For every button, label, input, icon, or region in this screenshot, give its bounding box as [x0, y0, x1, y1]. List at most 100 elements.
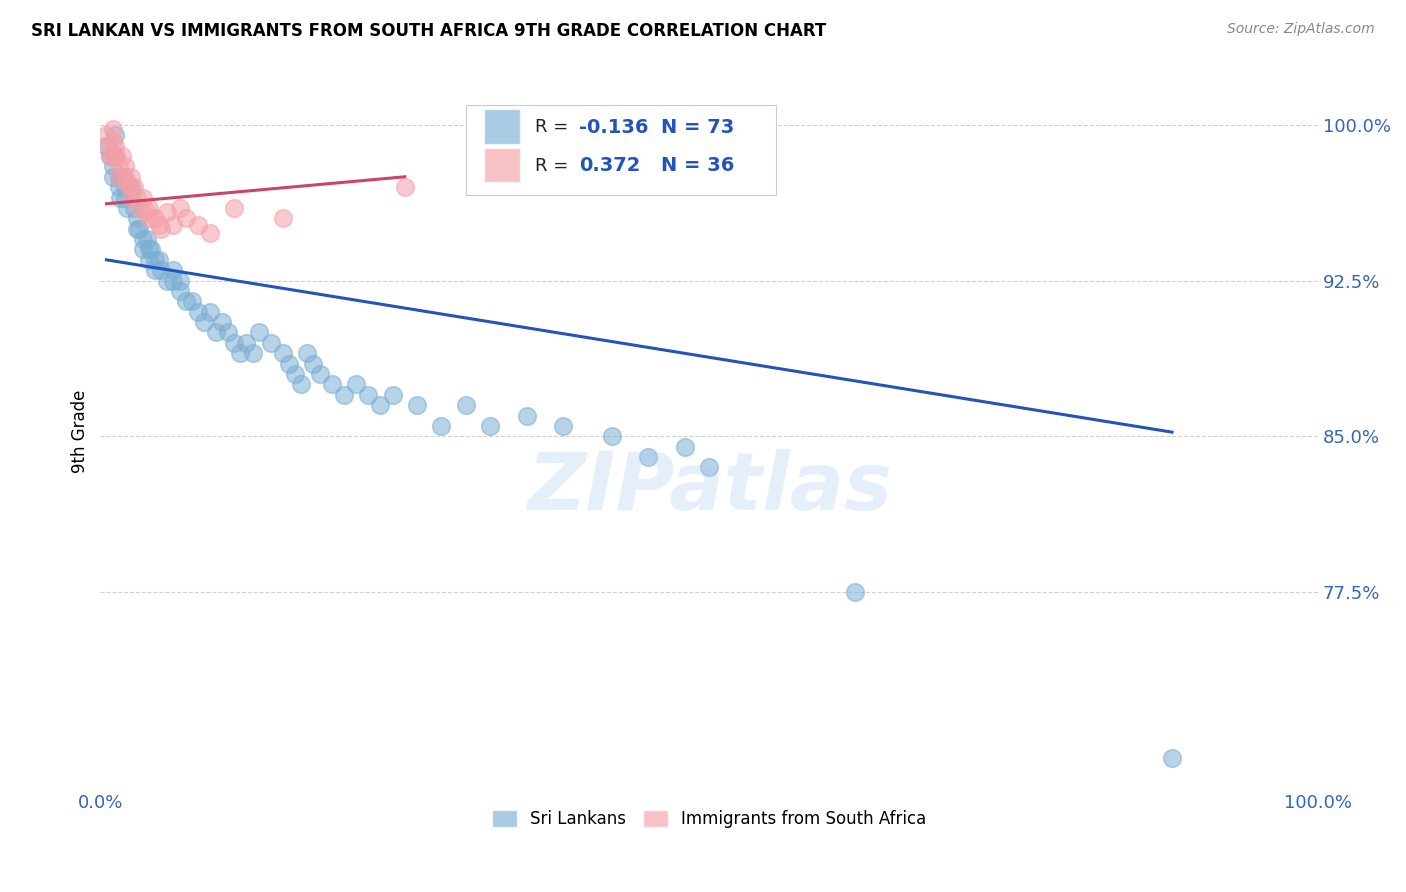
Point — [107, 169, 129, 184]
Point — [290, 377, 312, 392]
Point — [124, 201, 146, 215]
Point — [135, 205, 157, 219]
Point — [120, 180, 142, 194]
Point — [553, 418, 575, 433]
Point — [132, 190, 155, 204]
Point — [174, 211, 197, 226]
Point — [454, 398, 477, 412]
Point — [284, 367, 307, 381]
Text: -0.136: -0.136 — [579, 118, 648, 136]
Point — [235, 335, 257, 350]
Point — [107, 180, 129, 194]
Y-axis label: 9th Grade: 9th Grade — [72, 390, 89, 473]
Text: SRI LANKAN VS IMMIGRANTS FROM SOUTH AFRICA 9TH GRADE CORRELATION CHART: SRI LANKAN VS IMMIGRANTS FROM SOUTH AFRI… — [31, 22, 827, 40]
Point — [600, 429, 623, 443]
Point — [673, 440, 696, 454]
Point — [198, 226, 221, 240]
Point — [143, 252, 166, 267]
Point — [187, 304, 209, 318]
Point — [128, 201, 150, 215]
Point — [1161, 751, 1184, 765]
Point — [162, 263, 184, 277]
Text: R =: R = — [536, 157, 579, 175]
Point — [479, 418, 502, 433]
Point — [211, 315, 233, 329]
Point — [156, 274, 179, 288]
Point — [333, 388, 356, 402]
Point — [124, 180, 146, 194]
Text: N = 36: N = 36 — [661, 156, 734, 176]
Point — [193, 315, 215, 329]
Point — [224, 201, 246, 215]
Point — [114, 180, 136, 194]
Point — [96, 128, 118, 143]
Point — [132, 232, 155, 246]
Point — [247, 326, 270, 340]
Point — [430, 418, 453, 433]
FancyBboxPatch shape — [484, 148, 520, 182]
Point — [162, 218, 184, 232]
Point — [174, 294, 197, 309]
Point — [308, 367, 330, 381]
Point — [97, 138, 120, 153]
Point — [169, 201, 191, 215]
Point — [115, 201, 138, 215]
Point — [143, 211, 166, 226]
Point — [148, 218, 170, 232]
Point — [114, 190, 136, 204]
FancyBboxPatch shape — [484, 110, 520, 144]
Point — [150, 221, 173, 235]
Point — [108, 190, 131, 204]
Point — [271, 211, 294, 226]
Point — [125, 221, 148, 235]
Point — [111, 149, 134, 163]
Point — [115, 176, 138, 190]
Point — [229, 346, 252, 360]
FancyBboxPatch shape — [465, 105, 776, 194]
Point — [370, 398, 392, 412]
Legend: Sri Lankans, Immigrants from South Africa: Sri Lankans, Immigrants from South Afric… — [485, 803, 934, 835]
Point — [138, 211, 160, 226]
Point — [381, 388, 404, 402]
Point — [98, 149, 121, 163]
Point — [125, 211, 148, 226]
Point — [198, 304, 221, 318]
Point — [111, 169, 134, 184]
Point — [205, 326, 228, 340]
Point — [180, 294, 202, 309]
Point — [162, 274, 184, 288]
Point — [107, 160, 129, 174]
Point — [104, 149, 127, 163]
Point — [394, 180, 416, 194]
Point — [242, 346, 264, 360]
Point — [120, 190, 142, 204]
Point — [321, 377, 343, 392]
Point — [138, 243, 160, 257]
Point — [297, 346, 319, 360]
Point — [357, 388, 380, 402]
Point — [169, 284, 191, 298]
Point — [104, 128, 127, 143]
Point — [406, 398, 429, 412]
Point — [141, 243, 163, 257]
Point — [101, 122, 124, 136]
Point — [114, 169, 136, 184]
Text: Source: ZipAtlas.com: Source: ZipAtlas.com — [1227, 22, 1375, 37]
Point — [169, 274, 191, 288]
Point — [143, 263, 166, 277]
Point — [697, 460, 720, 475]
Point — [128, 221, 150, 235]
Point — [114, 160, 136, 174]
Point — [224, 335, 246, 350]
Point — [271, 346, 294, 360]
Text: 0.372: 0.372 — [579, 156, 640, 176]
Point — [135, 232, 157, 246]
Point — [148, 252, 170, 267]
Point — [344, 377, 367, 392]
Text: R =: R = — [536, 119, 574, 136]
Point — [150, 263, 173, 277]
Point — [260, 335, 283, 350]
Point — [101, 147, 124, 161]
Point — [101, 135, 124, 149]
Text: N = 73: N = 73 — [661, 118, 734, 136]
